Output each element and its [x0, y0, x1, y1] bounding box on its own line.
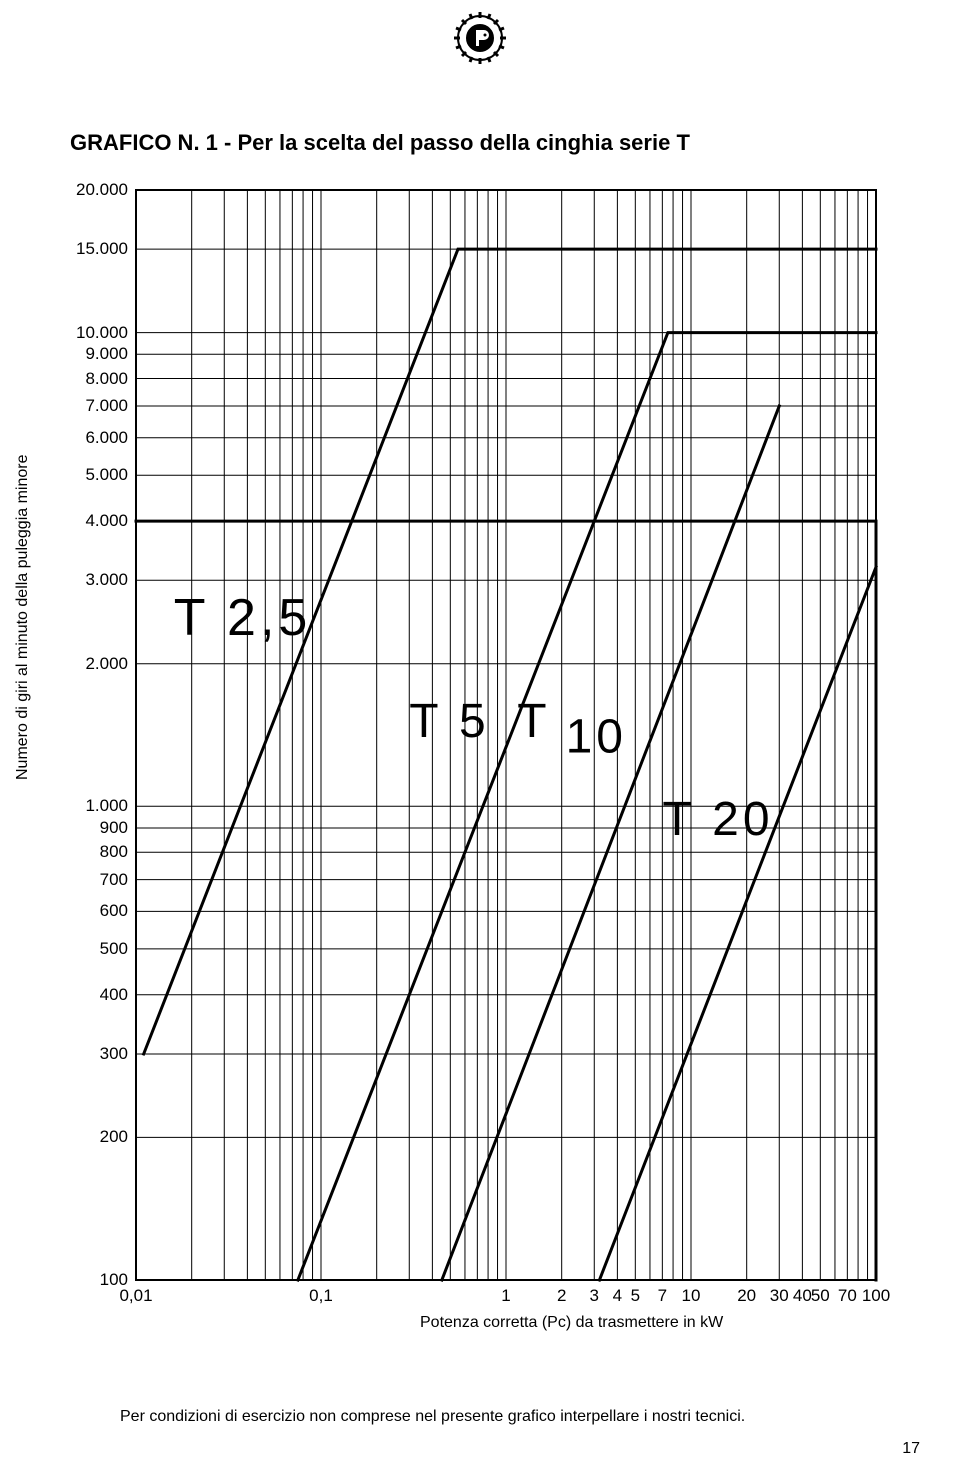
footer-note: Per condizioni di esercizio non comprese…: [120, 1408, 745, 1426]
x-tick: 1: [501, 1286, 510, 1306]
y-tick: 300: [68, 1044, 128, 1064]
x-axis-label: Potenza corretta (Pc) da trasmettere in …: [420, 1314, 723, 1332]
y-tick: 9.000: [68, 344, 128, 364]
y-axis-label: Numero di giri al minuto della puleggia …: [14, 455, 32, 781]
x-tick: 5: [631, 1286, 640, 1306]
y-tick: 400: [68, 985, 128, 1005]
x-tick: 4: [613, 1286, 622, 1306]
x-tick: 2: [557, 1286, 566, 1306]
x-tick: 0,01: [119, 1286, 152, 1306]
x-tick: 3: [590, 1286, 599, 1306]
brand-logo: [452, 10, 508, 71]
y-tick: 15.000: [68, 239, 128, 259]
svg-text:10: 10: [566, 710, 627, 763]
x-tick: 20: [737, 1286, 756, 1306]
chart-title: GRAFICO N. 1 - Per la scelta del passo d…: [70, 130, 690, 156]
y-tick: 800: [68, 842, 128, 862]
y-tick: 5.000: [68, 465, 128, 485]
y-tick: 200: [68, 1127, 128, 1147]
y-tick: 7.000: [68, 396, 128, 416]
x-tick: 7: [658, 1286, 667, 1306]
y-tick: 1.000: [68, 796, 128, 816]
svg-text:T 2,5: T 2,5: [174, 589, 312, 647]
y-tick: 900: [68, 818, 128, 838]
svg-text:T: T: [517, 695, 550, 748]
y-tick: 500: [68, 939, 128, 959]
y-tick: 700: [68, 870, 128, 890]
x-tick: 40: [793, 1286, 812, 1306]
y-tick: 8.000: [68, 369, 128, 389]
page: GRAFICO N. 1 - Per la scelta del passo d…: [0, 0, 960, 1471]
y-tick: 2.000: [68, 654, 128, 674]
x-tick: 50: [811, 1286, 830, 1306]
y-tick: 4.000: [68, 511, 128, 531]
x-tick: 10: [682, 1286, 701, 1306]
y-tick: 6.000: [68, 428, 128, 448]
x-tick: 100: [862, 1286, 890, 1306]
x-tick: 30: [770, 1286, 789, 1306]
svg-text:T 5: T 5: [409, 695, 489, 748]
selection-chart: T 2,5 T 5 T 10 T 20: [136, 190, 876, 1280]
x-tick: 70: [838, 1286, 857, 1306]
svg-text:T 20: T 20: [662, 793, 773, 846]
y-tick: 10.000: [68, 323, 128, 343]
x-tick: 0,1: [309, 1286, 333, 1306]
y-tick: 600: [68, 901, 128, 921]
y-tick: 3.000: [68, 570, 128, 590]
y-tick: 20.000: [68, 180, 128, 200]
page-number: 17: [902, 1440, 920, 1458]
